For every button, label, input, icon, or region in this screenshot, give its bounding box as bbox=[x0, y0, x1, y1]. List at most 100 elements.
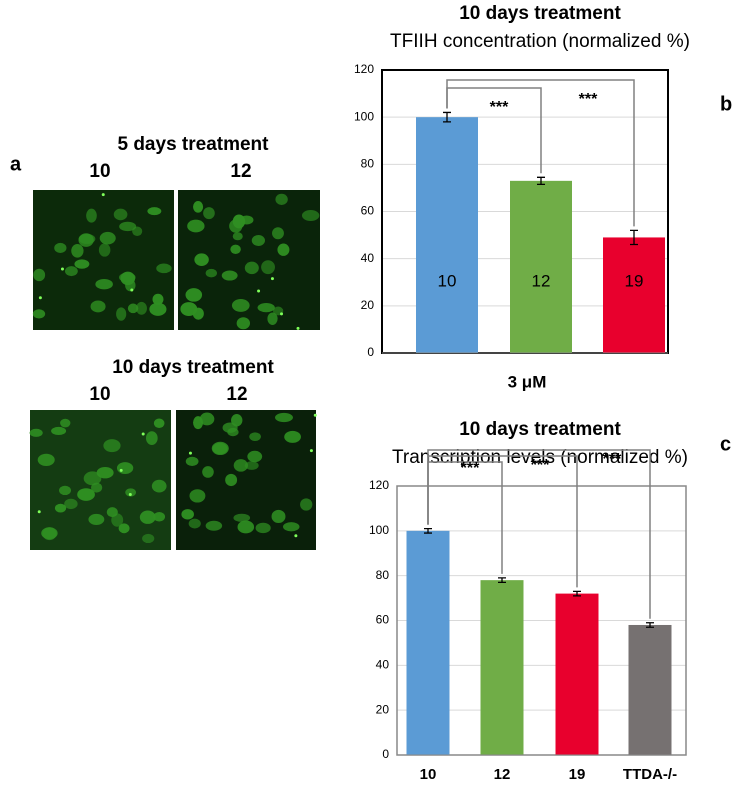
speck bbox=[37, 510, 41, 514]
nucleus bbox=[125, 488, 137, 497]
nucleus bbox=[60, 418, 71, 428]
nucleus bbox=[142, 533, 155, 544]
nucleus bbox=[153, 512, 166, 522]
category-label: 10 bbox=[438, 271, 457, 290]
nucleus bbox=[83, 471, 102, 486]
panel-label: b bbox=[720, 93, 732, 115]
bar bbox=[480, 580, 524, 755]
significance-label: *** bbox=[603, 451, 622, 468]
panel-label: a bbox=[10, 153, 22, 175]
y-tick-label: 40 bbox=[361, 251, 375, 265]
error-bar bbox=[630, 229, 638, 246]
y-tick-label: 100 bbox=[354, 109, 374, 123]
nucleus bbox=[277, 243, 290, 256]
nucleus bbox=[261, 260, 275, 275]
nucleus bbox=[153, 418, 165, 429]
nucleus bbox=[247, 450, 263, 463]
chart-subtitle: Transcription levels (normalized %) bbox=[392, 447, 688, 468]
nucleus bbox=[151, 479, 167, 493]
nucleus bbox=[64, 498, 78, 510]
error-bar bbox=[443, 111, 451, 123]
nucleus bbox=[99, 231, 116, 245]
bar bbox=[510, 180, 572, 353]
nucleus bbox=[233, 513, 251, 522]
significance-bracket bbox=[427, 449, 651, 619]
nucleus bbox=[282, 522, 300, 532]
y-tick-label: 0 bbox=[367, 345, 374, 359]
nucleus bbox=[51, 426, 67, 436]
error-bar bbox=[424, 527, 432, 534]
image-label: 10 bbox=[89, 384, 110, 405]
nucleus bbox=[185, 456, 199, 466]
speck bbox=[188, 451, 192, 455]
nucleus bbox=[180, 302, 198, 317]
error-bar bbox=[646, 622, 654, 628]
nucleus bbox=[257, 303, 275, 313]
nucleus bbox=[237, 520, 255, 534]
x-axis-label: 3 μM bbox=[508, 372, 547, 391]
image-label: 12 bbox=[226, 384, 247, 405]
panel-label: c bbox=[720, 433, 731, 455]
nucleus bbox=[54, 242, 67, 254]
speck bbox=[257, 289, 261, 293]
nucleus bbox=[119, 221, 137, 232]
nucleus bbox=[77, 488, 95, 501]
microscopy-images bbox=[29, 190, 320, 550]
nucleus bbox=[103, 439, 121, 453]
nucleus bbox=[233, 459, 248, 472]
y-tick-label: 100 bbox=[369, 523, 389, 537]
nucleus bbox=[231, 299, 250, 312]
nucleus bbox=[244, 261, 259, 275]
y-tick-label: 120 bbox=[369, 478, 389, 492]
bar bbox=[406, 530, 450, 755]
image-label: 10 bbox=[89, 161, 110, 182]
nucleus bbox=[188, 518, 201, 529]
y-tick-label: 60 bbox=[376, 613, 390, 627]
speck bbox=[130, 288, 134, 292]
nucleus bbox=[127, 303, 139, 314]
speck bbox=[119, 468, 123, 472]
nucleus bbox=[271, 509, 286, 524]
nucleus bbox=[181, 509, 194, 520]
nucleus bbox=[251, 235, 266, 247]
nucleus bbox=[118, 523, 130, 534]
nucleus bbox=[199, 412, 215, 426]
nucleus bbox=[54, 503, 67, 513]
speck bbox=[309, 449, 313, 453]
speck bbox=[280, 312, 284, 316]
group-title: 5 days treatment bbox=[117, 134, 269, 155]
nucleus bbox=[145, 431, 158, 445]
bar bbox=[416, 117, 478, 354]
nucleus bbox=[32, 309, 46, 319]
speck bbox=[313, 413, 317, 417]
nucleus bbox=[230, 244, 241, 254]
nucleus bbox=[284, 430, 301, 443]
image-label: 12 bbox=[230, 161, 251, 182]
significance-label: *** bbox=[579, 91, 598, 108]
speck bbox=[141, 432, 145, 436]
error-bar bbox=[498, 577, 506, 584]
nucleus bbox=[64, 266, 78, 277]
nucleus bbox=[272, 227, 284, 240]
significance-label: *** bbox=[490, 99, 509, 116]
nucleus bbox=[120, 271, 136, 286]
nucleus bbox=[212, 442, 228, 455]
x-tick-label: 19 bbox=[569, 766, 586, 783]
nucleus bbox=[249, 432, 261, 442]
x-tick-label: 12 bbox=[494, 766, 511, 783]
nucleus bbox=[139, 510, 156, 524]
nucleus bbox=[91, 482, 103, 493]
nucleus bbox=[205, 520, 223, 531]
chart-title: 10 days treatment bbox=[459, 3, 621, 24]
y-tick-label: 60 bbox=[361, 204, 375, 218]
nucleus bbox=[222, 422, 238, 433]
nucleus bbox=[86, 208, 97, 223]
nucleus bbox=[189, 489, 206, 503]
nucleus bbox=[74, 259, 90, 269]
nucleus bbox=[37, 453, 55, 466]
y-tick-label: 20 bbox=[361, 298, 375, 312]
nucleus bbox=[149, 302, 167, 316]
nucleus bbox=[42, 527, 57, 541]
significance-label: *** bbox=[461, 460, 480, 477]
chart-title: 10 days treatment bbox=[459, 419, 621, 440]
